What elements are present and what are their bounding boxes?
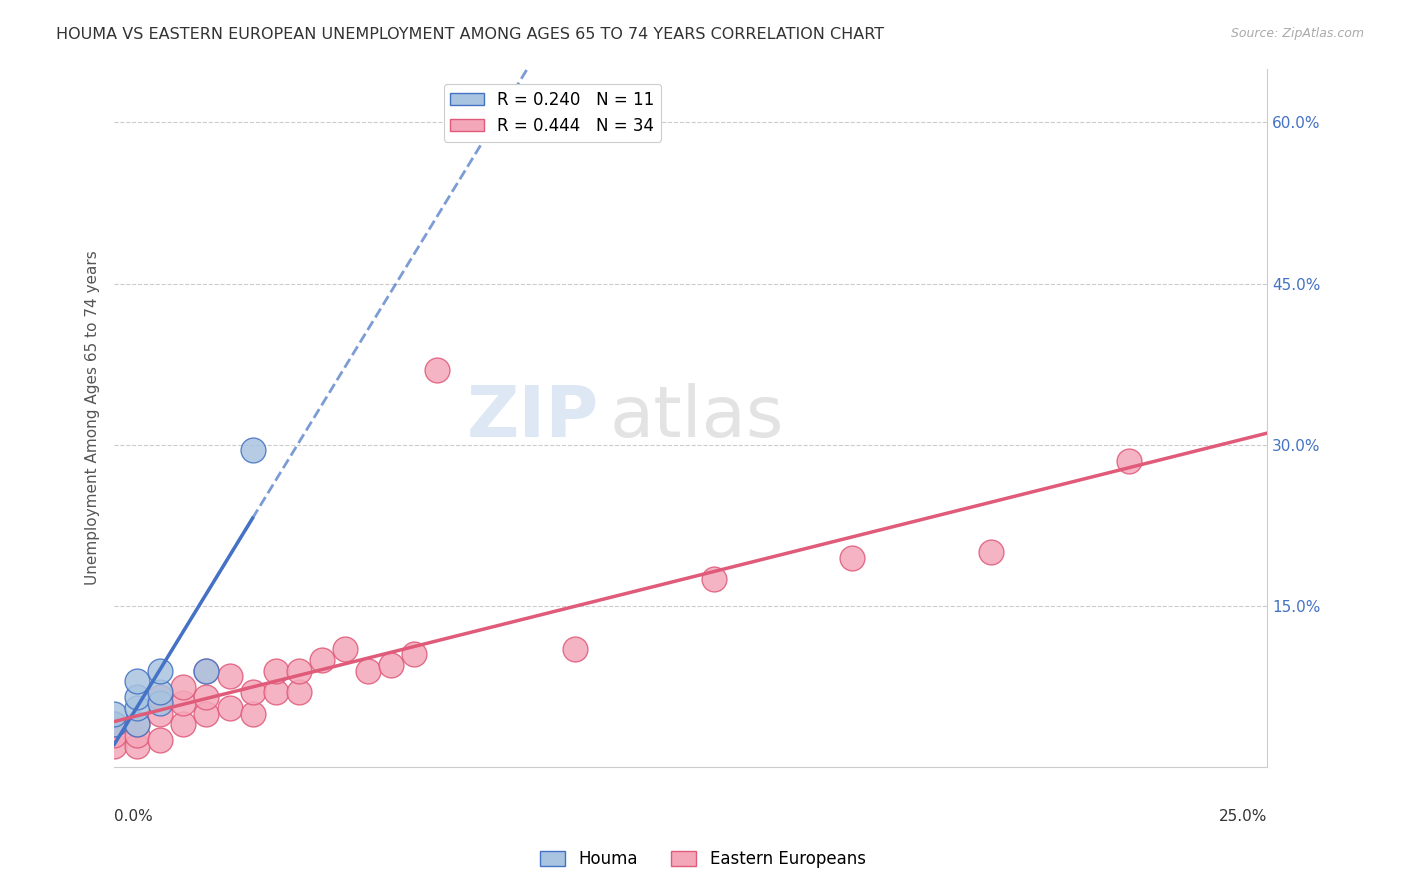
Point xyxy=(333,642,356,657)
Point xyxy=(127,739,149,753)
Point xyxy=(380,658,402,673)
Point xyxy=(564,642,586,657)
Point xyxy=(149,685,172,699)
Point xyxy=(172,717,194,731)
Point xyxy=(103,739,125,753)
Text: Source: ZipAtlas.com: Source: ZipAtlas.com xyxy=(1230,27,1364,40)
Point xyxy=(218,701,240,715)
Point xyxy=(103,706,125,721)
Point xyxy=(127,701,149,715)
Point xyxy=(426,362,449,376)
Text: ZIP: ZIP xyxy=(467,384,599,452)
Point xyxy=(287,685,309,699)
Legend: Houma, Eastern Europeans: Houma, Eastern Europeans xyxy=(534,844,872,875)
Point xyxy=(980,545,1002,559)
Point xyxy=(127,717,149,731)
Point xyxy=(703,572,725,586)
Text: atlas: atlas xyxy=(610,384,785,452)
Point xyxy=(195,706,218,721)
Point xyxy=(841,550,863,565)
Point xyxy=(149,664,172,678)
Point xyxy=(357,664,380,678)
Point xyxy=(311,653,333,667)
Point xyxy=(149,690,172,705)
Point xyxy=(195,664,218,678)
Point xyxy=(149,733,172,747)
Point xyxy=(127,717,149,731)
Y-axis label: Unemployment Among Ages 65 to 74 years: Unemployment Among Ages 65 to 74 years xyxy=(86,251,100,585)
Legend: R = 0.240   N = 11, R = 0.444   N = 34: R = 0.240 N = 11, R = 0.444 N = 34 xyxy=(444,84,661,142)
Text: 0.0%: 0.0% xyxy=(114,809,153,824)
Point xyxy=(264,664,287,678)
Point xyxy=(195,664,218,678)
Point xyxy=(172,680,194,694)
Point xyxy=(149,696,172,710)
Point xyxy=(402,648,425,662)
Point xyxy=(242,685,264,699)
Point xyxy=(149,706,172,721)
Point xyxy=(103,717,125,731)
Point xyxy=(127,690,149,705)
Point xyxy=(287,664,309,678)
Point xyxy=(264,685,287,699)
Point xyxy=(242,443,264,458)
Point xyxy=(103,717,125,731)
Point xyxy=(1118,454,1140,468)
Point xyxy=(218,669,240,683)
Text: HOUMA VS EASTERN EUROPEAN UNEMPLOYMENT AMONG AGES 65 TO 74 YEARS CORRELATION CHA: HOUMA VS EASTERN EUROPEAN UNEMPLOYMENT A… xyxy=(56,27,884,42)
Point xyxy=(103,728,125,742)
Point xyxy=(195,690,218,705)
Text: 25.0%: 25.0% xyxy=(1219,809,1267,824)
Point xyxy=(127,728,149,742)
Point xyxy=(127,674,149,689)
Point xyxy=(172,696,194,710)
Point xyxy=(242,706,264,721)
